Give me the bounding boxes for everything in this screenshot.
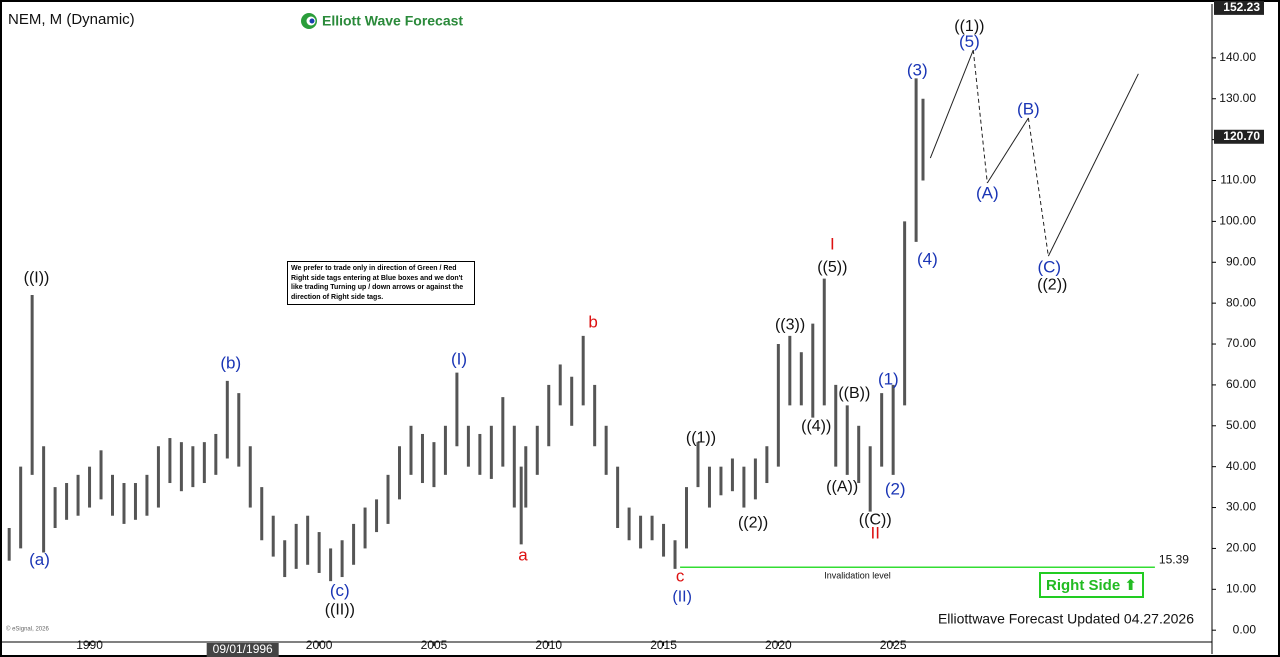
wave-label: (a) bbox=[29, 550, 50, 569]
price-tag-label: 152.23 bbox=[1223, 0, 1260, 14]
invalidation-value: 15.39 bbox=[1159, 552, 1189, 566]
y-tick-label: 30.00 bbox=[1226, 500, 1256, 514]
projection-solid bbox=[986, 117, 1029, 184]
cursor-label: 09/01/1996 bbox=[213, 642, 273, 656]
y-tick-label: 60.00 bbox=[1226, 377, 1256, 391]
wave-label: (C) bbox=[1037, 257, 1061, 276]
y-tick-label: 10.00 bbox=[1226, 581, 1256, 595]
projection-dashed bbox=[1027, 117, 1049, 257]
projection-dashed bbox=[972, 50, 988, 184]
y-tick-label: 100.00 bbox=[1219, 214, 1256, 228]
wave-label: (2) bbox=[885, 479, 906, 498]
y-tick-label: 40.00 bbox=[1226, 459, 1256, 473]
wave-label: (c) bbox=[330, 581, 350, 600]
wave-label: (B) bbox=[1017, 99, 1040, 118]
y-tick-label: 140.00 bbox=[1219, 50, 1256, 64]
cursor-box bbox=[206, 643, 279, 657]
wave-label: (I) bbox=[451, 349, 467, 368]
wave-label: ((A)) bbox=[826, 478, 858, 495]
wave-label: ((1)) bbox=[686, 429, 716, 446]
price-tag-label: 120.70 bbox=[1223, 129, 1260, 143]
y-tick-label: 70.00 bbox=[1226, 336, 1256, 350]
wave-label: ((I)) bbox=[24, 269, 50, 286]
x-tick-label: 2005 bbox=[421, 638, 448, 652]
logo-icon-dot bbox=[309, 18, 315, 24]
y-tick-label: 110.00 bbox=[1220, 173, 1256, 187]
x-tick-label: 2025 bbox=[880, 638, 907, 652]
projection-solid bbox=[929, 49, 974, 159]
right-side-badge[interactable]: Right Side ⬆ bbox=[1039, 572, 1144, 598]
x-tick-label: 2000 bbox=[306, 638, 333, 652]
logo-text: Elliott Wave Forecast bbox=[322, 13, 463, 29]
wave-label: ((B)) bbox=[838, 385, 870, 402]
y-tick-label: 0.00 bbox=[1233, 622, 1257, 636]
wave-label: ((2)) bbox=[738, 514, 768, 531]
x-tick-label: 2010 bbox=[535, 638, 562, 652]
wave-label: I bbox=[830, 235, 835, 254]
projection-solid bbox=[1047, 73, 1139, 257]
wave-label: b bbox=[588, 313, 597, 332]
x-tick-label: 1990 bbox=[76, 638, 103, 652]
y-tick-label: 20.00 bbox=[1226, 541, 1256, 555]
wave-label: (3) bbox=[907, 60, 928, 79]
y-tick-label: 130.00 bbox=[1219, 91, 1256, 105]
trading-note: We prefer to trade only in direction of … bbox=[287, 261, 475, 305]
wave-label: (b) bbox=[220, 354, 241, 373]
wave-label: ((2)) bbox=[1037, 276, 1067, 293]
wave-label: ((C)) bbox=[859, 511, 892, 528]
wave-label: ((II)) bbox=[325, 601, 355, 618]
wave-label: ((5)) bbox=[817, 259, 847, 276]
x-tick-label: 2015 bbox=[650, 638, 677, 652]
badge-text: Right Side bbox=[1046, 577, 1121, 594]
updated: Elliottwave Forecast Updated 04.27.2026 bbox=[938, 611, 1194, 627]
y-tick-label: 80.00 bbox=[1226, 295, 1256, 309]
logo: Elliott Wave Forecast bbox=[301, 13, 463, 29]
wave-label: ((1)) bbox=[954, 18, 984, 35]
symbol: NEM, M (Dynamic) bbox=[8, 11, 135, 28]
invalidation-text: Invalidation level bbox=[824, 571, 891, 581]
y-tick-label: 90.00 bbox=[1226, 254, 1256, 268]
wave-label: c bbox=[676, 567, 685, 586]
wave-label: (II) bbox=[672, 588, 692, 605]
wave-label: II bbox=[871, 524, 880, 543]
wave-label: (1) bbox=[878, 369, 899, 388]
wave-label: (4) bbox=[917, 249, 938, 268]
x-tick-label: 2020 bbox=[765, 638, 792, 652]
wave-label: (A) bbox=[976, 183, 999, 202]
copyright: © eSignal, 2026 bbox=[6, 626, 49, 633]
price-tag bbox=[1214, 0, 1264, 15]
wave-label: (5) bbox=[959, 32, 980, 51]
price-tag bbox=[1214, 129, 1264, 144]
wave-label: ((4)) bbox=[801, 418, 831, 435]
y-tick-label: 50.00 bbox=[1226, 418, 1256, 432]
wave-label: a bbox=[518, 546, 528, 565]
wave-label: ((3)) bbox=[775, 316, 805, 333]
